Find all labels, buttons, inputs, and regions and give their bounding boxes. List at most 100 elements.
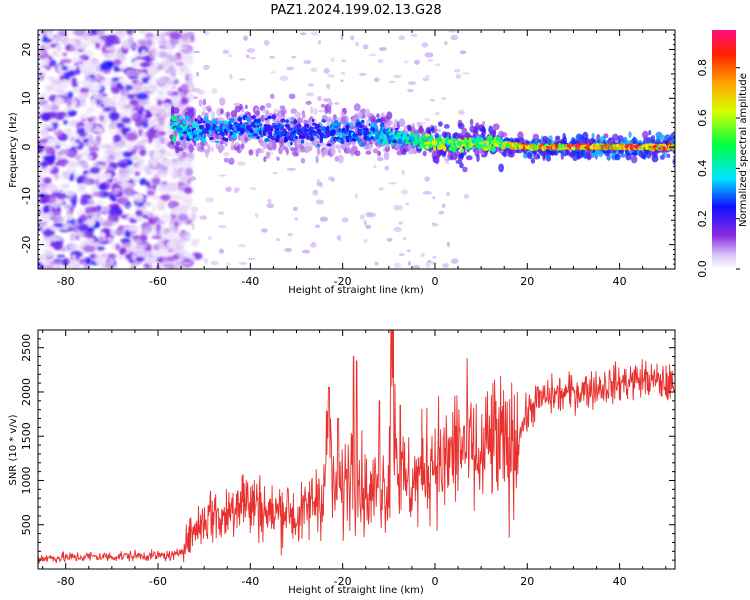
spectrogram-cell bbox=[205, 197, 215, 203]
spectrogram-cell bbox=[193, 140, 197, 147]
spectrogram-cell bbox=[631, 155, 638, 164]
spectrogram-cell bbox=[427, 59, 434, 62]
spectrogram-cell bbox=[286, 148, 289, 156]
spectrogram-cell bbox=[139, 62, 151, 67]
spectrogram-cell bbox=[99, 236, 104, 244]
spectrogram-cell bbox=[407, 261, 412, 266]
spectrogram-cell bbox=[69, 191, 76, 195]
spectrogram-cell bbox=[503, 151, 508, 158]
spectrogram-cell bbox=[412, 265, 421, 269]
spectrogram-cell bbox=[210, 260, 219, 266]
spectrogram-cell bbox=[197, 134, 202, 138]
spectrogram-cell bbox=[207, 125, 211, 130]
spectrogram-cell bbox=[139, 181, 145, 186]
spectrogram-cell bbox=[146, 190, 155, 196]
spectrogram-cell bbox=[168, 241, 176, 249]
spectrogram-cell bbox=[310, 126, 315, 130]
spectrogram-cell bbox=[88, 105, 96, 113]
spectrogram-cell bbox=[393, 204, 400, 211]
spectrogram-cell bbox=[147, 121, 153, 128]
spectrogram-cell bbox=[223, 152, 230, 157]
spectrogram-cell bbox=[199, 215, 208, 221]
spectrogram-cell bbox=[170, 164, 178, 169]
spectrogram-cell bbox=[401, 169, 405, 176]
spectrogram-cell bbox=[147, 85, 157, 90]
spectrogram-cell bbox=[96, 217, 104, 222]
spectrogram-cell bbox=[249, 56, 256, 60]
spectrogram-cell bbox=[337, 148, 341, 154]
spectrogram-cell bbox=[151, 196, 164, 200]
spectrogram-cell bbox=[316, 147, 321, 156]
spectrogram-cell bbox=[325, 126, 330, 132]
spectrogram-cell bbox=[38, 178, 43, 186]
spectrogram-y-axis-label: Frequency (Hz) bbox=[8, 112, 19, 188]
spectrogram-cell bbox=[171, 207, 179, 216]
spectrogram-cell bbox=[305, 123, 310, 128]
spectrogram-cell bbox=[282, 145, 286, 151]
spectrogram-cell bbox=[113, 59, 122, 66]
spectrogram-cell bbox=[403, 147, 410, 152]
spectrogram-cell bbox=[68, 140, 76, 144]
spectrogram-cell bbox=[161, 250, 169, 257]
spectrogram-cell bbox=[398, 118, 406, 128]
spectrogram-cell bbox=[46, 124, 55, 129]
spectrogram-cell bbox=[64, 78, 71, 85]
spectrogram-cell bbox=[408, 148, 414, 155]
spectrogram-cell bbox=[379, 136, 384, 140]
spectrogram-cell bbox=[102, 206, 109, 213]
spectrogram-cell bbox=[59, 189, 64, 193]
spectrogram-cell bbox=[44, 239, 51, 248]
spectrogram-cell bbox=[403, 60, 409, 64]
snr-frame bbox=[37, 329, 676, 570]
spectrogram-cell bbox=[147, 213, 153, 218]
spectrogram-cell bbox=[340, 111, 345, 118]
spectrogram-cell bbox=[287, 232, 293, 237]
spectrogram-cell bbox=[300, 32, 307, 36]
spectrogram-cell bbox=[271, 114, 277, 120]
spectrogram-cell bbox=[189, 144, 194, 153]
spectrogram-cell bbox=[469, 118, 474, 126]
x-tick-label: -80 bbox=[57, 275, 75, 288]
spectrogram-cell bbox=[157, 131, 166, 136]
spectrogram-cell bbox=[459, 162, 464, 169]
spectrogram-cell bbox=[49, 63, 55, 67]
spectrogram-cell bbox=[122, 42, 129, 50]
spectrogram-cell bbox=[79, 214, 88, 222]
spectrogram-cell bbox=[256, 148, 262, 153]
spectrogram-cell bbox=[71, 198, 77, 208]
spectrogram-cell bbox=[378, 187, 384, 191]
spectrogram-cell bbox=[286, 167, 296, 171]
spectrogram-cell bbox=[472, 146, 476, 150]
spectrogram-cell bbox=[71, 82, 78, 88]
spectrogram-cell bbox=[88, 58, 101, 65]
spectrogram-cell bbox=[158, 174, 167, 178]
spectrogram-cell bbox=[87, 117, 93, 123]
spectrogram-cell bbox=[458, 141, 462, 147]
snr-marks bbox=[38, 330, 675, 564]
spectrogram-cell bbox=[442, 150, 447, 158]
spectrogram-cell bbox=[558, 142, 562, 148]
spectrogram-cell bbox=[194, 118, 198, 122]
spectrogram-cell bbox=[223, 157, 230, 163]
spectrogram-cell bbox=[488, 144, 492, 147]
spectrogram-cell bbox=[611, 133, 619, 142]
spectrogram-cell bbox=[200, 146, 204, 151]
spectrogram-cell bbox=[145, 201, 151, 207]
spectrogram-cell bbox=[431, 222, 437, 225]
spectrogram-cell bbox=[90, 77, 103, 82]
spectrogram-cell bbox=[422, 191, 432, 195]
spectrogram-cell bbox=[79, 240, 89, 246]
spectrogram-cell bbox=[222, 49, 230, 54]
spectrogram-cell bbox=[459, 148, 464, 153]
spectrogram-cell bbox=[648, 137, 654, 143]
spectrogram-cell bbox=[98, 183, 107, 191]
spectrogram-cell bbox=[383, 151, 390, 161]
spectrogram-cell bbox=[298, 143, 304, 150]
spectrogram-cell bbox=[38, 254, 47, 262]
spectrogram-cell bbox=[75, 233, 86, 238]
spectrogram-cell bbox=[446, 191, 450, 197]
spectrogram-cell bbox=[316, 128, 322, 134]
spectrogram-cell bbox=[132, 193, 144, 200]
spectrogram-cell bbox=[61, 66, 69, 71]
spectrogram-cell bbox=[265, 102, 272, 109]
